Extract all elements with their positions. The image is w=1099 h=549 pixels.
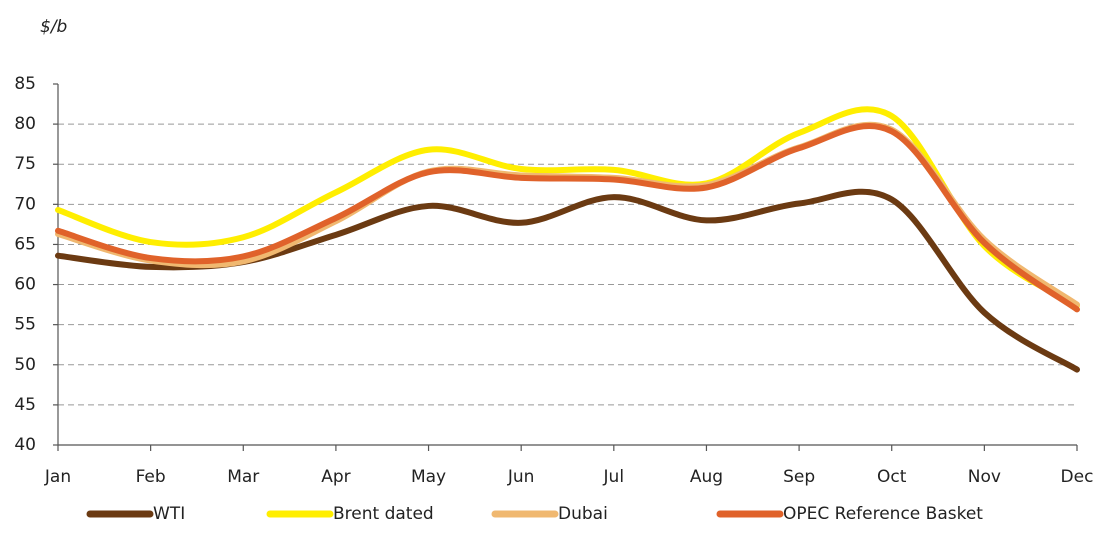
legend-label: Brent dated — [333, 504, 434, 524]
x-tick-label: Jun — [507, 467, 535, 487]
x-tick-label: Jul — [603, 467, 625, 487]
line-series — [55, 123, 1080, 313]
legend-label: WTI — [153, 504, 185, 524]
legend-label: OPEC Reference Basket — [783, 504, 983, 524]
y-tick-label: 50 — [14, 355, 36, 375]
x-tick-label: May — [411, 467, 446, 487]
x-tick-label: Nov — [968, 467, 1001, 487]
y-tick-label: 45 — [14, 395, 36, 415]
x-tick-label: Oct — [877, 467, 907, 487]
x-tick-label: Mar — [227, 467, 259, 487]
legend-label: Dubai — [558, 504, 608, 524]
x-tick-label: Apr — [321, 467, 350, 487]
y-tick-label: 85 — [14, 74, 36, 94]
y-tick-label: 55 — [14, 315, 36, 335]
y-tick-label: 75 — [14, 154, 36, 174]
y-tick-label: 40 — [14, 435, 36, 455]
x-tick-label: Sep — [783, 467, 815, 487]
y-tick-label: 60 — [14, 275, 36, 295]
x-tick-label: Aug — [690, 467, 723, 487]
x-tick-label: Feb — [136, 467, 166, 487]
y-tick-label: 80 — [14, 114, 36, 134]
line-series — [55, 106, 1080, 309]
line-series — [55, 188, 1080, 373]
y-tick-label: 65 — [14, 234, 36, 254]
y-axis-label: $/b — [40, 17, 67, 37]
x-tick-label: Jan — [44, 467, 71, 487]
y-tick-label: 70 — [14, 194, 36, 214]
x-tick-label: Dec — [1061, 467, 1094, 487]
